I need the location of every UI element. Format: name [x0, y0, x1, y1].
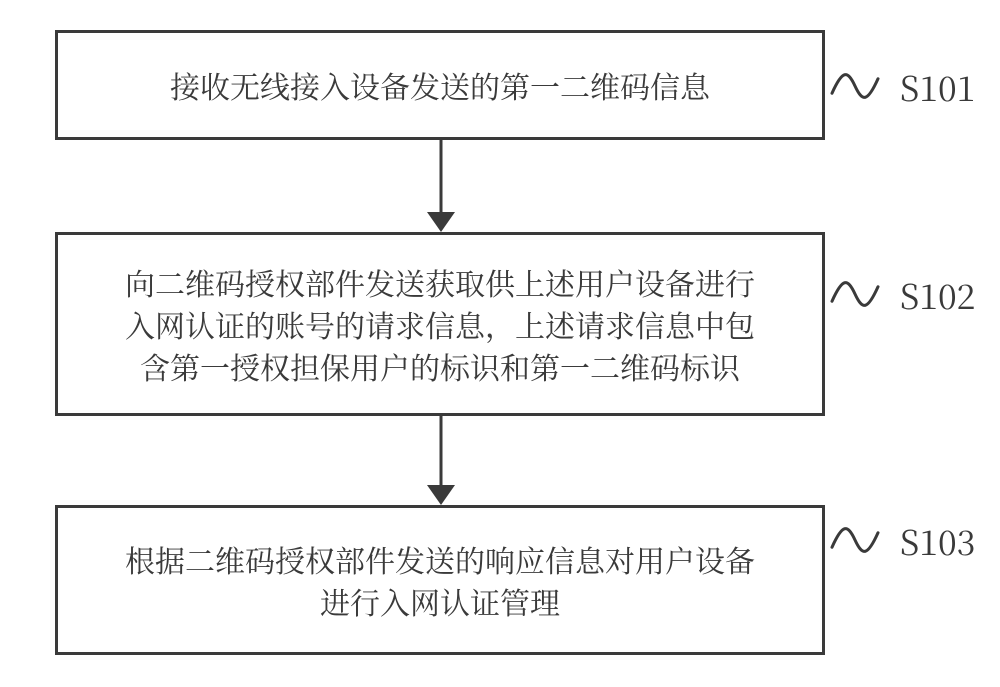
arrow-shaft — [439, 416, 442, 485]
flowchart-canvas: 接收无线接入设备发送的第一二维码信息向二维码授权部件发送获取供上述用户设备进行 … — [0, 0, 1000, 687]
arrow-n2-n3 — [440, 416, 441, 505]
arrow-n1-n2 — [440, 140, 441, 232]
flow-node-n3: 根据二维码授权部件发送的响应信息对用户设备 进行入网认证管理 — [55, 505, 825, 655]
arrow-head-icon — [427, 485, 455, 505]
flow-node-n2: 向二维码授权部件发送获取供上述用户设备进行 入网认证的账号的请求信息，上述请求信… — [55, 232, 825, 416]
step-label-l3: S103 — [900, 516, 975, 565]
arrow-head-icon — [427, 212, 455, 232]
step-label-l1: S101 — [900, 62, 975, 111]
tilde-icon — [830, 276, 880, 312]
arrow-shaft — [439, 140, 442, 212]
tilde-icon — [830, 68, 880, 104]
step-label-l2: S102 — [900, 270, 975, 319]
flow-node-n1: 接收无线接入设备发送的第一二维码信息 — [55, 30, 825, 140]
tilde-icon — [830, 522, 880, 558]
